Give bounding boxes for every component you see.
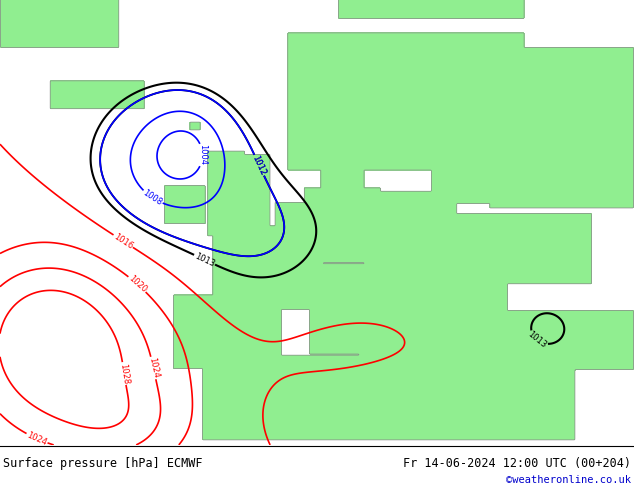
Text: 1024: 1024 [146,357,160,379]
Text: 1012: 1012 [250,154,268,177]
Text: Surface pressure [hPa] ECMWF: Surface pressure [hPa] ECMWF [3,457,203,470]
Text: 1013: 1013 [193,251,216,269]
Text: 1013: 1013 [526,330,548,350]
Text: 1028: 1028 [118,363,130,385]
Text: 1004: 1004 [198,145,207,166]
Text: 1020: 1020 [126,274,148,294]
Text: Fr 14-06-2024 12:00 UTC (00+204): Fr 14-06-2024 12:00 UTC (00+204) [403,457,631,470]
Text: ©weatheronline.co.uk: ©weatheronline.co.uk [506,475,631,486]
Text: 1012: 1012 [250,154,268,177]
Text: 1024: 1024 [25,430,48,447]
Text: 1016: 1016 [112,232,134,251]
Text: 1008: 1008 [141,188,164,207]
